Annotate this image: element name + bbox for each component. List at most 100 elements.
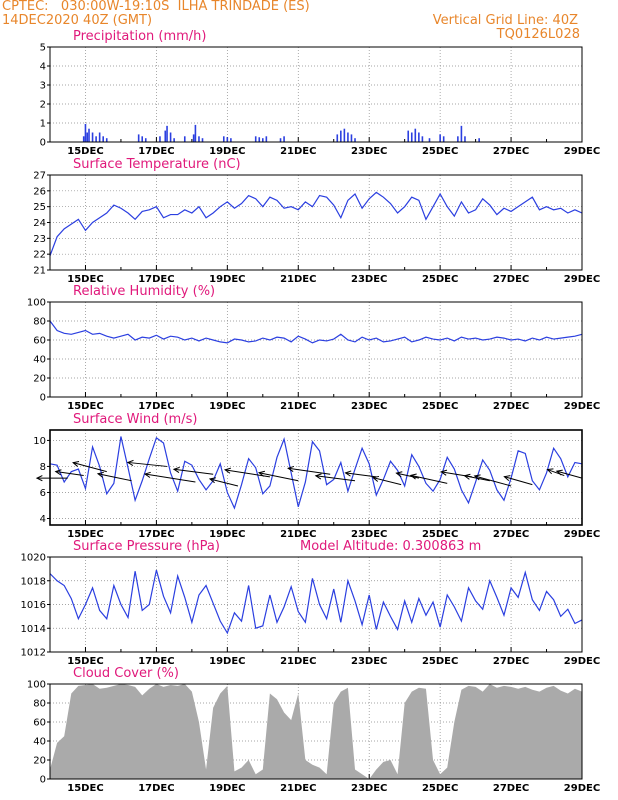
y-tick-label: 20 bbox=[33, 374, 46, 385]
precip-bar bbox=[407, 130, 410, 142]
precip-bar bbox=[86, 132, 89, 142]
panel-0: Precipitation (mm/h) 0 1 2 3 4 5 15DEC 17DEC 19DE… bbox=[40, 29, 601, 157]
y-tick-label: 26 bbox=[33, 186, 46, 197]
wind-arrow bbox=[396, 472, 419, 479]
panel-frame bbox=[49, 429, 583, 526]
precip-bar bbox=[347, 132, 349, 142]
x-tick-label: 25DEC bbox=[422, 274, 458, 285]
y-tick-label: 23 bbox=[33, 234, 46, 245]
y-tick-label: 8 bbox=[40, 462, 46, 473]
wind-arrow-head bbox=[372, 475, 380, 482]
wind-arrow-head bbox=[35, 475, 43, 482]
precip-bar bbox=[460, 125, 463, 142]
y-tick-label: 1018 bbox=[21, 576, 46, 587]
precip-bar bbox=[169, 132, 172, 142]
wind-arrow bbox=[345, 472, 377, 478]
y-tick-label: 22 bbox=[33, 250, 46, 261]
wind-arrow-head bbox=[546, 468, 554, 475]
x-tick-label: 19DEC bbox=[209, 783, 245, 794]
x-tick-label: 21DEC bbox=[280, 274, 316, 285]
precip-bar bbox=[95, 136, 97, 142]
x-tick-label: 23DEC bbox=[351, 656, 387, 667]
x-tick-label: 17DEC bbox=[138, 783, 174, 794]
x-tick-label: 23DEC bbox=[351, 274, 387, 285]
precip-bar bbox=[166, 125, 168, 142]
precip-bar bbox=[464, 136, 466, 142]
y-tick-label: 0 bbox=[40, 138, 46, 149]
wind-arrow-head bbox=[344, 470, 352, 477]
precip-bar bbox=[230, 138, 232, 142]
x-tick-label: 27DEC bbox=[493, 783, 529, 794]
x-tick-label: 29DEC bbox=[564, 529, 600, 540]
wind-arrow-head bbox=[555, 469, 563, 476]
panel-title: Surface Wind (m/s) bbox=[73, 412, 197, 427]
panel-title: Cloud Cover (%) bbox=[73, 666, 179, 681]
y-tick-label: 4 bbox=[40, 514, 46, 525]
series-line bbox=[49, 569, 583, 635]
precip-bar bbox=[421, 136, 424, 142]
precip-bar bbox=[442, 136, 445, 142]
precip-bar bbox=[350, 134, 353, 142]
y-tick-label: 4 bbox=[40, 62, 46, 73]
wind-arrow bbox=[410, 474, 448, 484]
x-tick-label: 29DEC bbox=[564, 146, 600, 157]
precip-bar bbox=[201, 138, 204, 142]
cloud-cover-area bbox=[50, 684, 582, 779]
x-tick-label: 17DEC bbox=[138, 146, 174, 157]
wind-arrow bbox=[556, 470, 583, 479]
precip-bar bbox=[414, 128, 417, 142]
precip-bar bbox=[192, 134, 195, 142]
x-tick-label: 27DEC bbox=[493, 274, 529, 285]
wind-arrow-head bbox=[463, 473, 471, 480]
wind-arrow bbox=[315, 475, 356, 482]
wind-arrow bbox=[55, 471, 84, 477]
x-tick-label: 29DEC bbox=[564, 274, 600, 285]
y-tick-label: 2 bbox=[40, 100, 46, 111]
precip-bar bbox=[159, 136, 161, 142]
wind-arrow-head bbox=[126, 459, 134, 467]
wind-arrow bbox=[288, 467, 331, 475]
x-tick-label: 23DEC bbox=[351, 783, 387, 794]
precip-bar bbox=[336, 134, 339, 142]
y-tick-label: 5 bbox=[40, 43, 46, 54]
y-tick-label: 25 bbox=[33, 202, 46, 213]
precip-bar bbox=[84, 123, 87, 142]
x-tick-label: 25DEC bbox=[422, 401, 458, 412]
precip-bar bbox=[457, 136, 459, 142]
precip-bar bbox=[439, 134, 441, 142]
wind-arrow bbox=[173, 468, 214, 475]
y-tick-label: 20 bbox=[33, 756, 46, 767]
x-tick-label: 17DEC bbox=[138, 274, 174, 285]
wind-arrow-head bbox=[143, 471, 151, 478]
precip-bar bbox=[198, 136, 200, 142]
wind-arrow-head bbox=[395, 471, 403, 478]
x-tick-label: 15DEC bbox=[67, 783, 103, 794]
precip-bar bbox=[183, 136, 186, 142]
x-tick-label: 25DEC bbox=[422, 146, 458, 157]
x-tick-label: 27DEC bbox=[493, 401, 529, 412]
wind-arrow-head bbox=[54, 469, 62, 476]
y-tick-label: 40 bbox=[33, 737, 46, 748]
precip-bar bbox=[254, 136, 257, 142]
panel-title: Surface Temperature (nC) bbox=[73, 157, 241, 172]
y-tick-label: 10 bbox=[33, 436, 46, 447]
x-tick-label: 17DEC bbox=[138, 401, 174, 412]
y-tick-label: 1012 bbox=[21, 648, 46, 659]
precip-bar bbox=[418, 132, 420, 142]
panel-title: Relative Humidity (%) bbox=[73, 284, 215, 299]
panel-frame bbox=[49, 174, 583, 271]
y-tick-label: 1016 bbox=[21, 600, 46, 611]
wind-arrow bbox=[547, 469, 565, 477]
y-tick-label: 21 bbox=[33, 266, 46, 277]
panel-2: Relative Humidity (%) 0 20 40 60 80 100 15DEC 17… bbox=[27, 284, 600, 412]
y-tick-label: 100 bbox=[27, 680, 46, 691]
precip-bar bbox=[258, 137, 261, 142]
precip-bar bbox=[105, 138, 108, 142]
wind-arrow-head bbox=[257, 470, 266, 477]
y-tick-label: 80 bbox=[33, 699, 46, 710]
precip-bar bbox=[262, 138, 264, 142]
y-tick-label: 1020 bbox=[21, 553, 46, 564]
wind-arrow bbox=[504, 476, 533, 486]
series-line bbox=[49, 191, 583, 256]
